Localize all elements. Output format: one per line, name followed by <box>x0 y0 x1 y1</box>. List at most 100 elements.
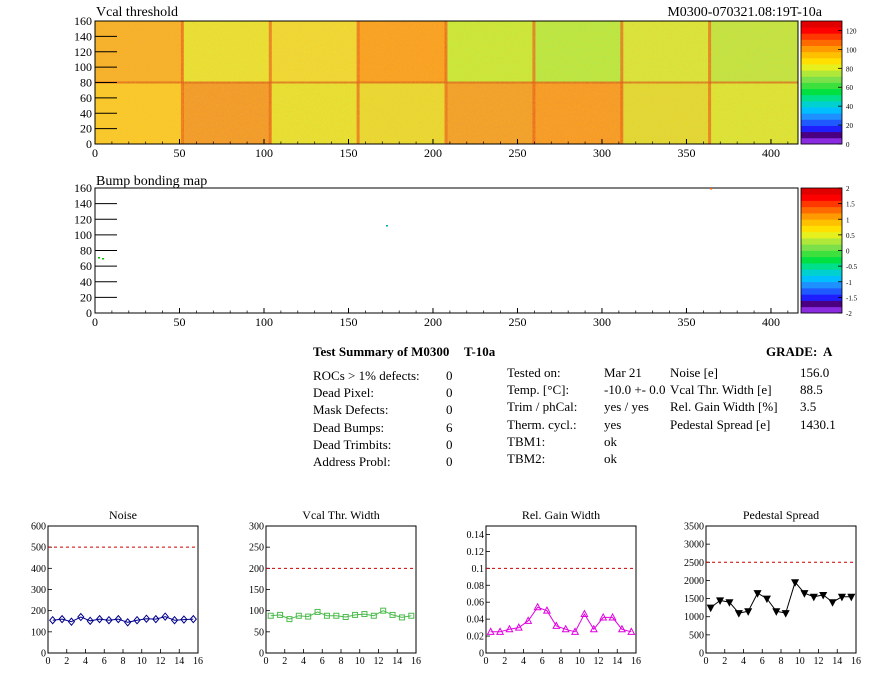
series-line <box>710 581 852 614</box>
data-point <box>486 627 495 635</box>
colorbar-step <box>801 57 842 65</box>
condition-label: Therm. cycl.: <box>507 416 577 432</box>
x-tick-label: 16 <box>851 656 861 667</box>
x-tick-label: 6 <box>320 656 325 667</box>
x-tick-label: 0 <box>264 656 269 667</box>
data-point <box>189 614 197 624</box>
y-tick-label: 300 <box>249 522 264 533</box>
y-tick-label: 200 <box>249 564 264 575</box>
x-tick-label: 0 <box>46 656 51 667</box>
y-tick-label: 50 <box>254 627 264 638</box>
colorbar-step <box>801 206 842 214</box>
colorbar-step <box>801 125 842 133</box>
y-tick-label: 0.12 <box>467 547 485 558</box>
defect-value: 0 <box>446 385 453 401</box>
bump-bonding-colorbar: -2 -1.5 -1 -0.5 0 0.5 1 1.5 2 <box>800 185 858 318</box>
y-tick-label: 1000 <box>684 612 704 623</box>
defect-value: 0 <box>446 402 453 418</box>
y-tick-label: 0.14 <box>467 530 485 541</box>
y-tick-label: 40 <box>80 275 92 289</box>
x-tick-label: 16 <box>631 656 641 667</box>
y-tick-label: 0.02 <box>467 632 485 643</box>
colorbar-step <box>801 137 842 145</box>
bump-defect-mark <box>102 258 104 260</box>
bump-bonding-panel: 0 50 100 150 200 250 300 350 400 0 20 40 60 80 100 120 1… <box>0 174 896 335</box>
chart-title: Vcal Thr. Width <box>302 508 379 522</box>
data-point <box>314 608 321 615</box>
colorbar-step <box>801 76 842 83</box>
data-point <box>305 613 312 620</box>
colorbar-tick-label: 0 <box>846 248 850 256</box>
colorbar-step <box>801 70 842 77</box>
data-point <box>105 615 113 625</box>
y-tick-label: 0 <box>699 649 704 660</box>
data-point <box>809 593 818 602</box>
x-tick-label: 200 <box>424 146 442 160</box>
x-tick-label: 350 <box>677 146 695 160</box>
y-tick-label: 0 <box>479 649 484 660</box>
y-tick-label: 150 <box>249 585 264 596</box>
colorbar-tick-label: 80 <box>846 65 854 73</box>
colorbar-tick-label: -2 <box>846 310 852 318</box>
data-point <box>716 597 725 605</box>
data-point <box>819 591 828 600</box>
y-tick-label: 2500 <box>684 558 704 569</box>
y-tick-label: 200 <box>31 606 46 617</box>
colorbar-step <box>801 33 842 40</box>
data-point <box>408 612 415 619</box>
colorbar-step <box>801 21 842 28</box>
colorbar-step <box>801 263 842 270</box>
colorbar-step <box>801 194 842 201</box>
y-tick-label: 1500 <box>684 594 704 605</box>
condition-label: Temp. [°C]: <box>507 382 570 398</box>
y-tick-label: 600 <box>31 522 46 533</box>
data-point <box>734 610 743 618</box>
x-tick-label: 6 <box>102 656 107 667</box>
data-point <box>791 579 800 587</box>
y-tick-label: 140 <box>74 197 92 211</box>
colorbar-step <box>801 256 842 264</box>
pedestal-spread-chart: Pedestal Spread 0 2 4 6 8 10 12 14 16 0 500 1000 1500… <box>684 508 861 667</box>
y-tick-label: 0.04 <box>467 615 485 626</box>
performance-label: Noise [e] <box>670 365 719 380</box>
data-point <box>847 593 856 602</box>
noise-chart: Noise 0 2 4 6 8 10 12 14 16 0 100 200 300 400 500 600 <box>31 508 203 667</box>
y-tick-label: 20 <box>80 290 92 304</box>
data-point <box>67 617 76 626</box>
x-tick-label: 2 <box>282 656 287 667</box>
bump-bonding-title: Bump bonding map <box>96 174 208 189</box>
performance-label: Pedestal Spread [e] <box>670 416 771 432</box>
data-point <box>505 624 514 633</box>
colorbar-tick-label: -1.5 <box>846 294 858 302</box>
data-point <box>580 609 589 618</box>
colorbar-step <box>801 107 842 114</box>
x-tick-label: 250 <box>508 146 526 160</box>
chart-title: Pedestal Spread <box>743 508 819 522</box>
data-point <box>524 616 533 624</box>
x-tick-label: 12 <box>594 656 604 667</box>
y-tick-label: 100 <box>31 627 46 638</box>
colorbar-tick-label: 40 <box>846 103 854 111</box>
data-point <box>608 612 617 621</box>
data-point <box>124 618 132 627</box>
y-tick-label: 160 <box>74 181 92 195</box>
data-point <box>161 612 169 621</box>
colorbar-step <box>801 113 842 120</box>
y-tick-label: 0 <box>86 137 92 151</box>
y-tick-label: 80 <box>80 76 92 90</box>
x-tick-label: 12 <box>156 656 166 667</box>
colorbar-step <box>801 275 842 283</box>
y-tick-label: 140 <box>74 29 92 43</box>
data-point <box>152 614 160 624</box>
y-tick-label: 0 <box>259 649 264 660</box>
defect-label: Address Probl: <box>313 454 391 469</box>
bump-defect-mark <box>710 188 712 190</box>
roc-charts: Noise 0 2 4 6 8 10 12 14 16 0 100 200 300 400 500 600 Vca… <box>0 500 896 672</box>
colorbar-step <box>801 94 842 102</box>
defect-value: 0 <box>446 436 453 452</box>
x-tick-label: 300 <box>593 146 611 160</box>
x-tick-label: 12 <box>374 656 384 667</box>
data-point <box>286 616 293 623</box>
colorbar-step <box>801 88 842 96</box>
x-tick-label: 150 <box>339 146 357 160</box>
